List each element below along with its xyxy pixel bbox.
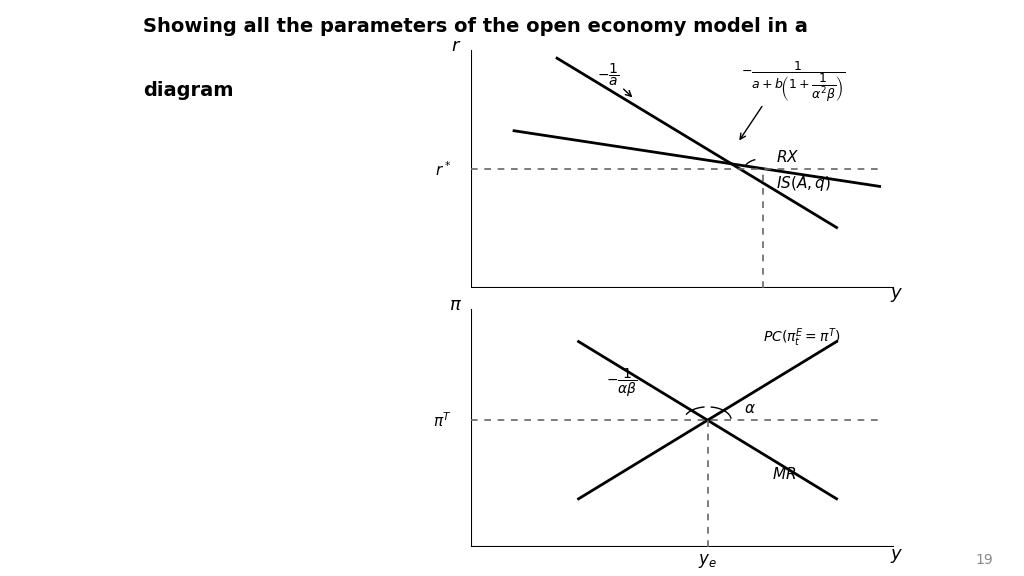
Text: $\alpha$: $\alpha$ xyxy=(744,401,756,416)
Text: $-\dfrac{1}{\alpha\beta}$: $-\dfrac{1}{\alpha\beta}$ xyxy=(606,366,637,399)
Text: $y$: $y$ xyxy=(890,286,903,304)
Text: Showing all the parameters of the open economy model in a: Showing all the parameters of the open e… xyxy=(143,17,808,36)
Text: $-\dfrac{1}{a}$: $-\dfrac{1}{a}$ xyxy=(597,62,620,88)
Text: $PC(\pi_t^E = \pi^T)$: $PC(\pi_t^E = \pi^T)$ xyxy=(764,326,841,348)
Text: 19: 19 xyxy=(976,554,993,567)
Text: $RX$: $RX$ xyxy=(776,149,800,165)
Text: $-\dfrac{1}{a+b\!\left(1+\dfrac{1}{\alpha^2\beta}\right)}$: $-\dfrac{1}{a+b\!\left(1+\dfrac{1}{\alph… xyxy=(741,60,846,104)
Text: $r$: $r$ xyxy=(451,37,461,55)
Text: $\pi^T$: $\pi^T$ xyxy=(432,411,452,430)
Text: $y_e$: $y_e$ xyxy=(698,552,717,570)
Text: $IS(A,\bar{q})$: $IS(A,\bar{q})$ xyxy=(776,175,831,194)
Text: $r^*$: $r^*$ xyxy=(435,160,452,179)
Text: $MR$: $MR$ xyxy=(772,467,797,483)
Text: $\pi$: $\pi$ xyxy=(450,296,463,314)
Text: diagram: diagram xyxy=(143,81,233,100)
Text: $y$: $y$ xyxy=(890,547,903,565)
